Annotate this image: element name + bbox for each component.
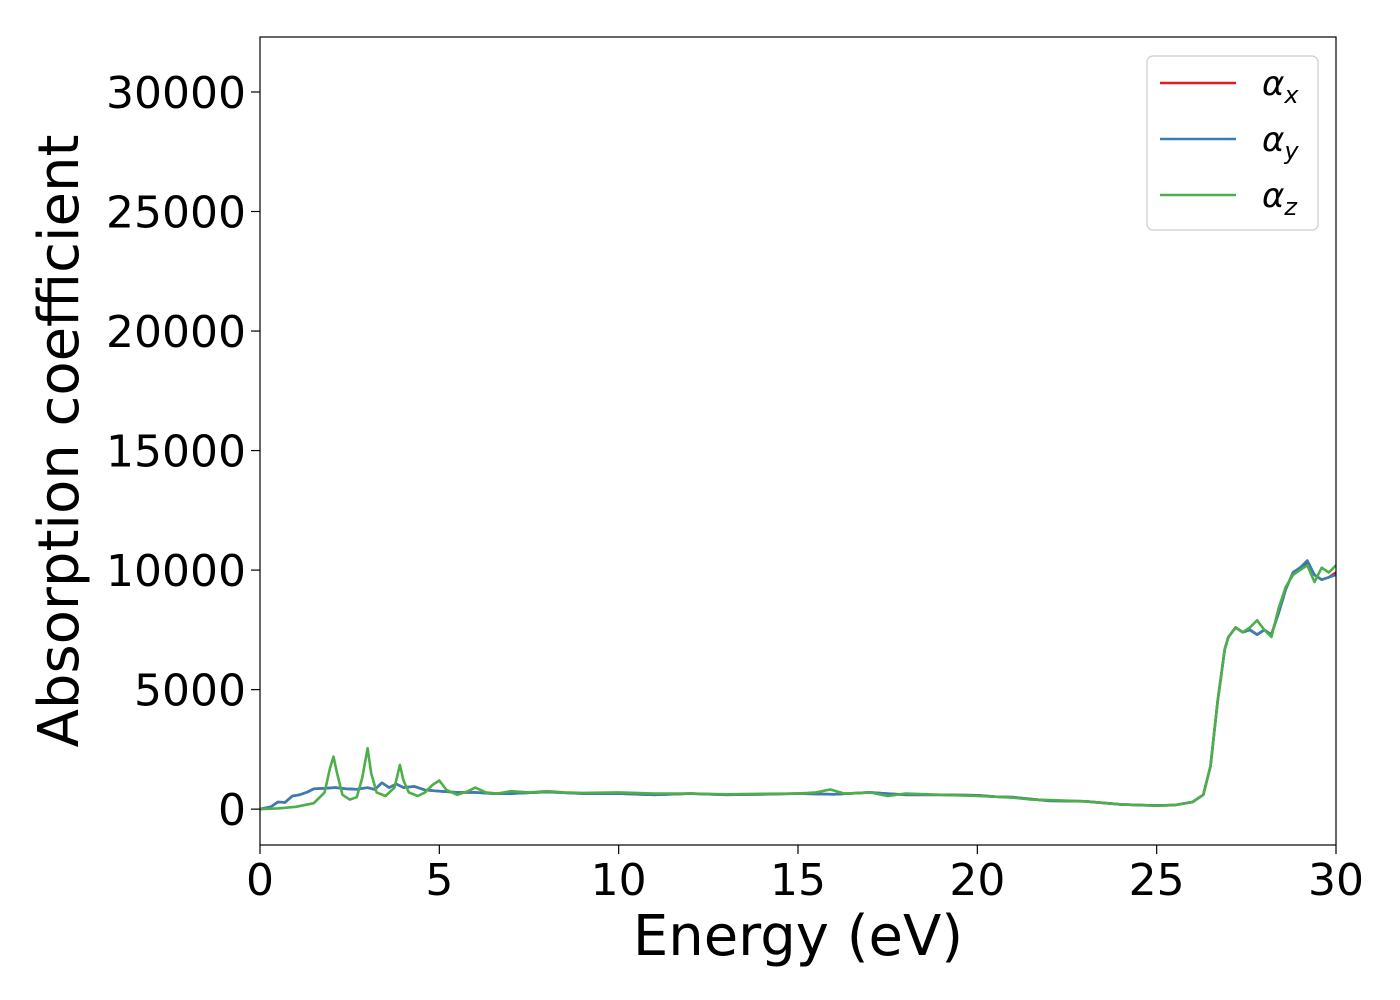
legend-label-base: α (1262, 176, 1284, 216)
x-axis-label: Energy (eV) (633, 904, 963, 969)
y-axis-label: Absorption coefficient (27, 135, 92, 748)
series-line-y (260, 559, 1336, 811)
series-line-z (260, 563, 1336, 811)
y-tick-label: 5000 (134, 666, 246, 717)
legend-label-y: αy (1262, 120, 1299, 165)
x-tick-label: 15 (770, 855, 826, 906)
y-tick-label: 25000 (106, 188, 246, 239)
y-tick-label: 20000 (106, 307, 246, 358)
x-tick-label: 10 (591, 855, 647, 906)
x-tick-label: 5 (425, 855, 453, 906)
x-tick-label: 20 (949, 855, 1005, 906)
series-line-x (260, 561, 1336, 811)
y-tick-label: 10000 (106, 546, 246, 597)
legend-label-sub: x (1283, 81, 1299, 109)
legend-box (1146, 55, 1319, 231)
legend-label-base: α (1262, 120, 1284, 160)
y-axis-ticks: 0 5000 10000 15000 20000 25000 30000 (106, 68, 260, 836)
legend-label-z: αz (1262, 176, 1298, 221)
x-tick-label: 30 (1308, 855, 1364, 906)
x-tick-label: 0 (246, 855, 274, 906)
legend-label-base: α (1262, 64, 1284, 104)
series-layer (260, 559, 1336, 811)
legend-label-sub: y (1283, 137, 1299, 165)
y-tick-label: 15000 (106, 427, 246, 478)
x-axis-ticks: 0 5 10 15 20 25 30 (246, 845, 1364, 906)
legend-label-x: αx (1262, 64, 1299, 109)
legend-label-sub: z (1283, 193, 1298, 221)
x-tick-label: 25 (1129, 855, 1185, 906)
y-tick-label: 30000 (106, 68, 246, 119)
y-tick-label: 0 (218, 785, 246, 836)
